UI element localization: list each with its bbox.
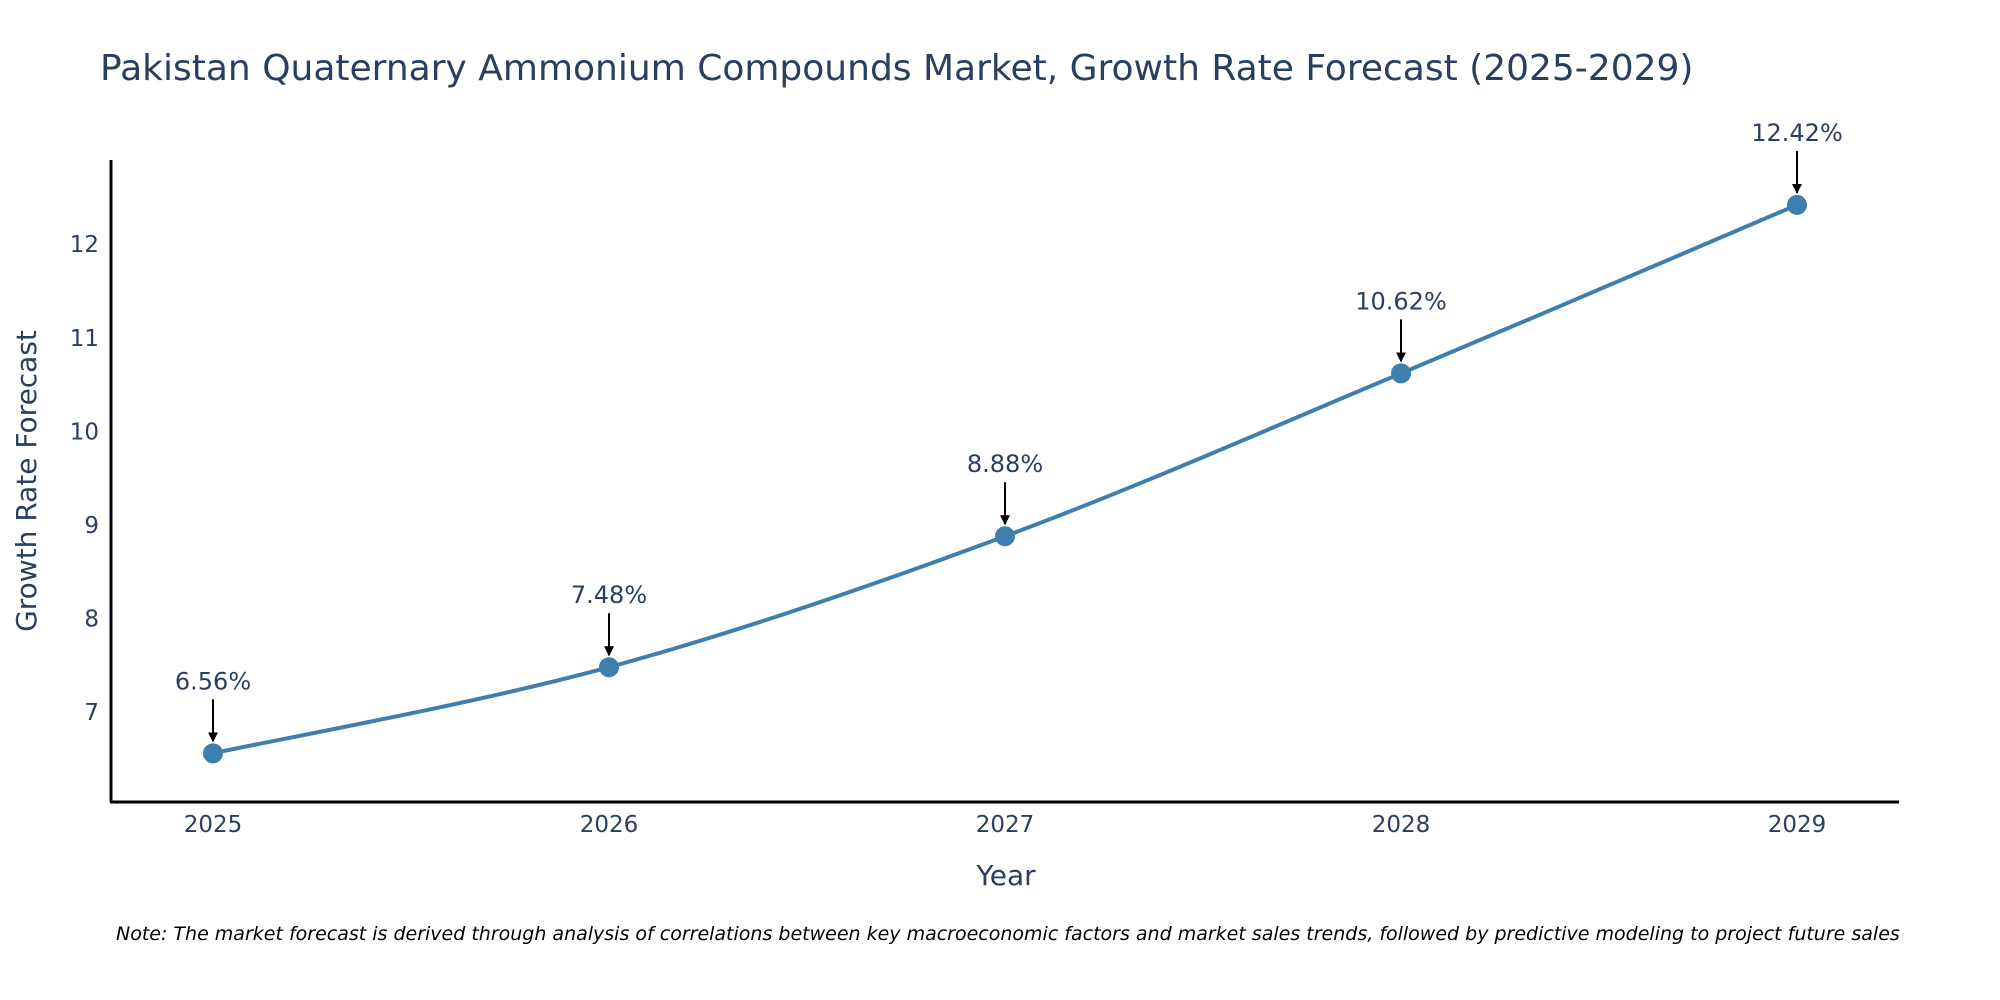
data-point-2027: [995, 526, 1015, 547]
chart-title: Pakistan Quaternary Ammonium Compounds M…: [100, 48, 1693, 89]
y-tick-label: 12: [70, 232, 99, 258]
data-point-2025: [203, 743, 223, 764]
x-tick-label: 2025: [184, 812, 243, 838]
x-tick-label: 2027: [976, 812, 1035, 838]
data-annotations: 6.56% 7.48% 8.88% 10.62% 12.42%: [175, 119, 1843, 743]
footnote: Note: The market forecast is derived thr…: [116, 923, 1900, 945]
data-label: 10.62%: [1355, 287, 1447, 315]
y-tick-label: 8: [84, 607, 99, 633]
x-tick-label: 2028: [1372, 812, 1431, 838]
data-point-2026: [599, 657, 619, 678]
y-tick-label: 9: [84, 513, 99, 539]
data-label: 12.42%: [1751, 119, 1843, 147]
data-point-2028: [1391, 363, 1411, 384]
data-label: 8.88%: [967, 450, 1043, 478]
x-tick-label: 2029: [1768, 812, 1827, 838]
y-tick-label: 11: [70, 326, 99, 352]
data-markers: [203, 194, 1807, 764]
x-axis-ticks: 2025 2026 2027 2028 2029: [184, 812, 1827, 838]
y-axis-title: Growth Rate Forecast: [10, 330, 43, 632]
series-line: [212, 203, 1798, 756]
data-label: 7.48%: [571, 581, 647, 609]
y-tick-label: 7: [84, 700, 99, 726]
data-label: 6.56%: [175, 667, 251, 695]
x-tick-label: 2026: [580, 812, 639, 838]
x-axis-title: Year: [975, 859, 1036, 892]
y-axis-ticks: 7 8 9 10 11 12: [70, 232, 99, 726]
data-point-2029: [1787, 194, 1807, 215]
y-tick-label: 10: [70, 419, 99, 445]
plot-area: 7 8 9 10 11 12 2025 2026 2027 2028 2029 6.56% 7.48…: [70, 119, 1899, 838]
